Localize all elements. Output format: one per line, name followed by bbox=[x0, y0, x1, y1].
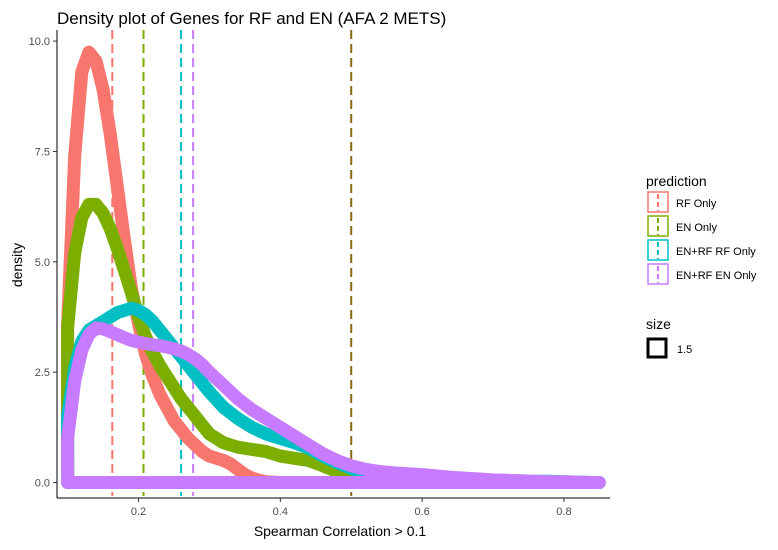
legend-entry: EN+RF EN Only bbox=[647, 263, 757, 285]
x-tick-label: 0.6 bbox=[414, 506, 429, 518]
legend-label: EN Only bbox=[676, 222, 717, 234]
y-tick-label: 5.0 bbox=[35, 257, 50, 269]
y-tick-label: 2.5 bbox=[35, 367, 50, 379]
x-ticks-layer: 0.2 0.4 0.6 0.8 bbox=[131, 498, 572, 518]
y-tick-label: 0.0 bbox=[35, 478, 50, 490]
legend-entry: EN+RF RF Only bbox=[647, 239, 756, 261]
mean-lines-layer bbox=[111, 30, 353, 496]
x-axis-label: Spearman Correlation > 0.1 bbox=[254, 523, 427, 539]
y-ticks-layer: 0.0 2.5 5.0 7.5 10.0 bbox=[29, 36, 57, 490]
legend-label: EN+RF EN Only bbox=[676, 270, 757, 282]
chart-title: Density plot of Genes for RF and EN (AFA… bbox=[57, 9, 446, 28]
legend: prediction RF Only EN Only EN+RF RF Only EN… bbox=[646, 173, 757, 359]
y-tick-label: 10.0 bbox=[29, 36, 50, 48]
x-tick-label: 0.8 bbox=[556, 506, 571, 518]
legend-label: RF Only bbox=[676, 198, 717, 210]
size-legend-title: size bbox=[646, 316, 671, 332]
x-tick-label: 0.2 bbox=[131, 506, 146, 518]
x-tick-label: 0.4 bbox=[273, 506, 288, 518]
legend-entries: RF Only EN Only EN+RF RF Only EN+RF EN Only bbox=[647, 191, 757, 285]
legend-key-box bbox=[647, 263, 669, 285]
y-tick-label: 7.5 bbox=[35, 146, 50, 158]
size-legend-key bbox=[646, 337, 668, 359]
y-axis-label: density bbox=[9, 243, 25, 287]
density-curve bbox=[61, 321, 606, 490]
legend-entry: RF Only bbox=[647, 191, 717, 213]
legend-title: prediction bbox=[646, 173, 707, 189]
legend-entry: EN Only bbox=[647, 215, 717, 237]
legend-label: EN+RF RF Only bbox=[676, 246, 756, 258]
size-legend-label: 1.5 bbox=[677, 344, 692, 356]
density-curves-layer bbox=[61, 45, 606, 490]
legend-key-box bbox=[647, 239, 669, 261]
legend-key-box bbox=[647, 191, 669, 213]
legend-key-box bbox=[647, 215, 669, 237]
